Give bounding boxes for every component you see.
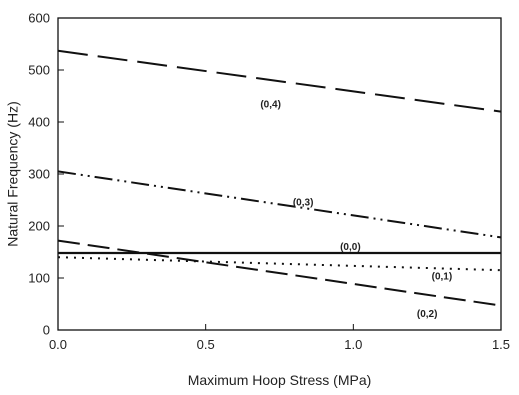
plot-frame — [57, 17, 502, 331]
series-line-mode-01 — [57, 256, 502, 272]
y-tick-label: 300 — [28, 167, 50, 182]
x-tick-label: 1.5 — [492, 337, 510, 352]
mode-label: (0,2) — [417, 309, 438, 320]
series-line-mode-03 — [57, 170, 502, 239]
y-tick-label: 200 — [28, 219, 50, 234]
ticks-layer: 0 100 200 300 400 500 600 0.0 0.5 1.0 1.5 — [28, 11, 510, 353]
series-layer — [57, 49, 502, 307]
y-tick-label: 400 — [28, 115, 50, 130]
plot-area — [57, 17, 502, 331]
mode-label: (0,1) — [432, 271, 453, 282]
x-tick-label: 0.0 — [49, 337, 67, 352]
y-tick-label: 100 — [28, 271, 50, 286]
x-tick-label: 0.5 — [197, 337, 215, 352]
y-axis-label: Natural Frequency (Hz) — [5, 101, 21, 247]
series-line-mode-02 — [57, 239, 502, 307]
x-tick-label: 1.0 — [344, 337, 362, 352]
y-tick-label: 500 — [28, 63, 50, 78]
series-line-mode-04 — [57, 49, 502, 113]
annotations-layer: (0,4) (0,3) (0,0) (0,1) (0,2) — [260, 99, 452, 320]
y-tick-label: 0 — [43, 323, 50, 338]
x-axis-label: Maximum Hoop Stress (MPa) — [188, 372, 372, 388]
mode-label: (0,0) — [340, 242, 361, 253]
y-tick-label: 600 — [28, 11, 50, 26]
mode-label: (0,4) — [260, 99, 281, 110]
mode-label: (0,3) — [293, 198, 314, 209]
